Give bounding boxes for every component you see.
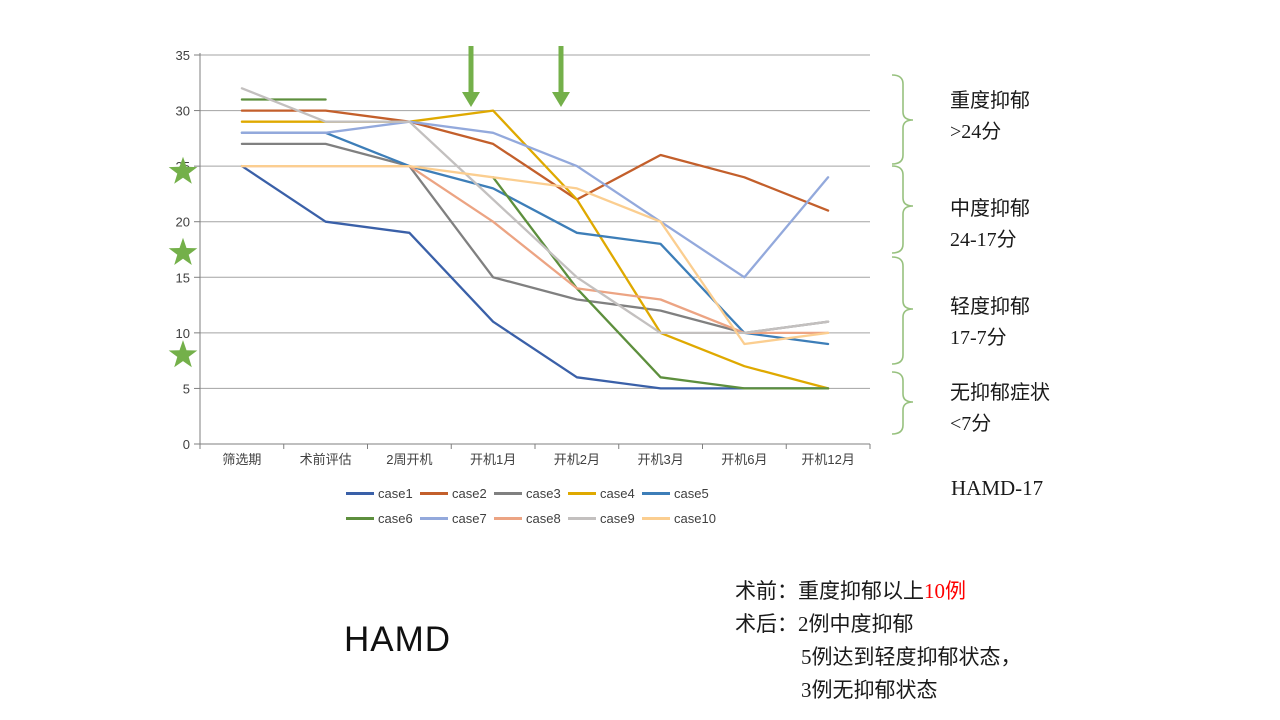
legend-swatch bbox=[346, 492, 374, 495]
legend-label: case8 bbox=[526, 511, 561, 526]
legend-swatch bbox=[346, 517, 374, 520]
legend-row-1: case1 case2 case3 case4 case5 bbox=[346, 481, 746, 506]
summary-line-postop: 术后：2例中度抑郁 bbox=[735, 612, 914, 636]
series-line-case8 bbox=[240, 164, 830, 335]
x-tick-label: 2周开机 bbox=[386, 452, 432, 467]
legend-item-case10: case10 bbox=[642, 511, 716, 526]
series-line-case1 bbox=[240, 164, 830, 390]
severity-range: 24-17分 bbox=[950, 229, 1017, 251]
scale-name: HAMD-17 bbox=[951, 476, 1044, 500]
brace-icon bbox=[891, 256, 914, 365]
severity-label: 中度抑郁 bbox=[950, 198, 1030, 220]
legend-swatch bbox=[568, 517, 596, 520]
series-line-case9 bbox=[240, 87, 830, 335]
legend-item-case1: case1 bbox=[346, 486, 420, 501]
legend-label: case1 bbox=[378, 486, 413, 501]
series-line-case7 bbox=[240, 120, 830, 279]
chart-title: HAMD bbox=[344, 620, 452, 659]
x-tick-label: 开机1月 bbox=[470, 452, 516, 467]
legend-item-case4: case4 bbox=[568, 486, 642, 501]
y-tick-label: 35 bbox=[176, 48, 190, 63]
brace-icon bbox=[891, 74, 914, 165]
brace-icon bbox=[891, 165, 914, 254]
legend-item-case3: case3 bbox=[494, 486, 568, 501]
x-tick-label: 开机2月 bbox=[554, 452, 600, 467]
series-line-case4 bbox=[240, 109, 830, 390]
series-line-case2 bbox=[240, 109, 830, 212]
severity-label: 无抑郁症状 bbox=[950, 382, 1050, 404]
severity-moderate: 中度抑郁 24-17分 bbox=[950, 194, 1030, 256]
legend-item-case2: case2 bbox=[420, 486, 494, 501]
severity-label: 重度抑郁 bbox=[950, 90, 1030, 112]
summary-line-preop: 术前：重度抑郁以上10例 bbox=[735, 579, 966, 603]
y-tick-label: 30 bbox=[176, 104, 190, 119]
star-icon bbox=[168, 237, 198, 265]
legend-label: case7 bbox=[452, 511, 487, 526]
legend-label: case6 bbox=[378, 511, 413, 526]
legend-item-case7: case7 bbox=[420, 511, 494, 526]
legend-swatch bbox=[642, 517, 670, 520]
summary-line-none: 3例无抑郁状态 bbox=[801, 678, 938, 702]
legend-item-case5: case5 bbox=[642, 486, 716, 501]
severity-mild: 轻度抑郁 17-7分 bbox=[950, 292, 1030, 354]
series-line-case3 bbox=[240, 142, 830, 335]
severity-range: 17-7分 bbox=[950, 327, 1007, 349]
x-tick-label: 开机12月 bbox=[801, 452, 854, 467]
chart-legend: case1 case2 case3 case4 case5 case6 case7 case… bbox=[346, 481, 746, 531]
summary-line-mild: 5例达到轻度抑郁状态， bbox=[801, 645, 1022, 669]
legend-swatch bbox=[494, 492, 522, 495]
legend-label: case9 bbox=[600, 511, 635, 526]
severity-severe: 重度抑郁 >24分 bbox=[950, 86, 1030, 148]
red-count: 10例 bbox=[924, 579, 966, 603]
brace-icon bbox=[891, 371, 914, 435]
legend-item-case6: case6 bbox=[346, 511, 420, 526]
legend-label: case2 bbox=[452, 486, 487, 501]
legend-swatch bbox=[420, 492, 448, 495]
legend-swatch bbox=[420, 517, 448, 520]
series-line-case10 bbox=[240, 164, 830, 346]
results-summary: 术前：重度抑郁以上10例 术后：2例中度抑郁 5例达到轻度抑郁状态， 3例无抑郁… bbox=[735, 575, 1022, 707]
legend-label: case10 bbox=[674, 511, 716, 526]
legend-swatch bbox=[642, 492, 670, 495]
series-line-case5 bbox=[240, 131, 830, 346]
severity-label: 轻度抑郁 bbox=[950, 296, 1030, 318]
y-tick-label: 20 bbox=[176, 215, 190, 230]
x-tick-label: 术前评估 bbox=[300, 452, 352, 467]
severity-none: 无抑郁症状 <7分 bbox=[950, 378, 1050, 440]
x-tick-label: 开机6月 bbox=[721, 452, 767, 467]
y-tick-label: 5 bbox=[183, 381, 190, 396]
legend-row-2: case6 case7 case8 case9 case10 bbox=[346, 506, 746, 531]
legend-item-case9: case9 bbox=[568, 511, 642, 526]
x-tick-label: 筛选期 bbox=[222, 452, 261, 467]
y-tick-label: 10 bbox=[176, 326, 190, 341]
y-tick-label: 15 bbox=[176, 270, 190, 285]
legend-item-case8: case8 bbox=[494, 511, 568, 526]
star-icon bbox=[168, 340, 198, 368]
legend-label: case4 bbox=[600, 486, 635, 501]
down-arrow-icon bbox=[552, 92, 570, 107]
down-arrow-icon bbox=[462, 92, 480, 107]
star-icon bbox=[168, 156, 198, 184]
severity-range: <7分 bbox=[950, 413, 992, 435]
severity-range: >24分 bbox=[950, 121, 1002, 143]
y-tick-label: 0 bbox=[183, 437, 190, 452]
series-line-case6 bbox=[240, 98, 830, 390]
x-tick-label: 开机3月 bbox=[638, 452, 684, 467]
legend-swatch bbox=[494, 517, 522, 520]
legend-label: case3 bbox=[526, 486, 561, 501]
legend-label: case5 bbox=[674, 486, 709, 501]
legend-swatch bbox=[568, 492, 596, 495]
